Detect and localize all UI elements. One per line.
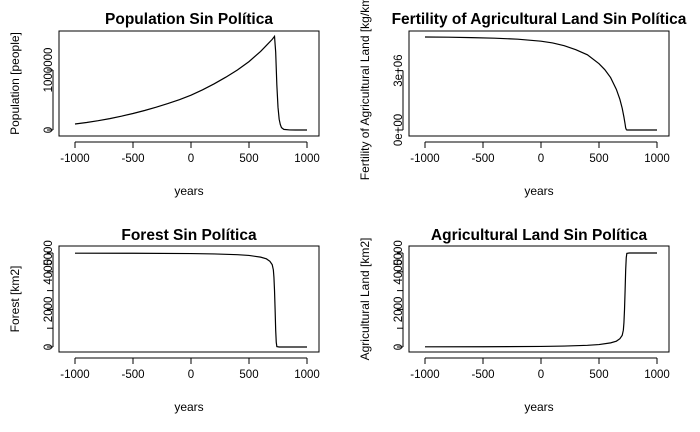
y-axis: 0e+00 3e+06 Fertility of Agricultural Land… bbox=[358, 0, 405, 180]
x-tick-label: -500 bbox=[121, 153, 144, 165]
chart-panel-4: Agricultural Land Sin Política -1000 -500 0… bbox=[358, 227, 670, 414]
x-tick-label: -500 bbox=[121, 369, 144, 381]
x-axis: -1000 -500 0 500 1000 years bbox=[60, 357, 320, 414]
chart-title: Forest Sin Política bbox=[121, 227, 257, 244]
chart-title: Population Sin Política bbox=[105, 11, 273, 28]
x-tick-label: -1000 bbox=[60, 153, 89, 165]
x-tick-label: 1000 bbox=[644, 369, 670, 381]
x-tick-label: 1000 bbox=[644, 153, 670, 165]
y-tick-label: 5000 bbox=[393, 240, 405, 266]
x-tick-label: 500 bbox=[239, 153, 258, 165]
x-tick-label: 0 bbox=[188, 153, 194, 165]
series-line bbox=[424, 36, 657, 131]
x-tick-label: 0 bbox=[538, 369, 544, 381]
x-tick-label: -1000 bbox=[410, 369, 439, 381]
x-tick-label: -500 bbox=[471, 153, 494, 165]
chart-title: Fertility of Agricultural Land Sin Polít… bbox=[392, 11, 687, 28]
y-axis-label: Forest [km2] bbox=[8, 266, 22, 333]
chart-title: Agricultural Land Sin Política bbox=[431, 227, 648, 244]
y-tick-label: 2000 bbox=[393, 297, 405, 323]
x-axis-label: years bbox=[174, 184, 203, 198]
y-tick-label: 0 bbox=[43, 344, 55, 350]
x-tick-label: -1000 bbox=[60, 369, 89, 381]
x-tick-label: 0 bbox=[538, 153, 544, 165]
y-tick-label: 0e+00 bbox=[393, 114, 405, 146]
y-axis-label: Population [people] bbox=[8, 32, 22, 135]
y-axis: 0 1000000 Population [people] bbox=[8, 32, 55, 135]
y-tick-label: 0 bbox=[393, 344, 405, 350]
chart-panel-3: Forest Sin Política -1000 -500 0 500 1000 year… bbox=[8, 227, 320, 414]
x-axis-label: years bbox=[524, 400, 553, 414]
x-axis-label: years bbox=[524, 184, 553, 198]
x-tick-label: 1000 bbox=[294, 369, 320, 381]
x-tick-label: 500 bbox=[239, 369, 258, 381]
x-axis-label: years bbox=[174, 400, 203, 414]
y-axis-label: Agricultural Land [km2] bbox=[358, 238, 372, 361]
plot-frame bbox=[408, 245, 670, 353]
x-axis: -1000 -500 0 500 1000 years bbox=[410, 141, 670, 198]
x-axis: -1000 -500 0 500 1000 years bbox=[60, 141, 320, 198]
plot-frame bbox=[58, 30, 320, 137]
y-tick-label: 4000 bbox=[43, 259, 55, 285]
y-tick-label: 4000 bbox=[393, 259, 405, 285]
y-tick-label: 2000 bbox=[43, 297, 55, 323]
chart-panel-2: Fertility of Agricultural Land Sin Polít… bbox=[358, 0, 687, 198]
y-tick-label: 5000 bbox=[43, 240, 55, 266]
plot-frame bbox=[408, 30, 670, 137]
y-tick-label: 3e+06 bbox=[393, 54, 405, 86]
plot-frame bbox=[58, 245, 320, 353]
x-tick-label: 500 bbox=[589, 153, 608, 165]
x-tick-label: 500 bbox=[589, 369, 608, 381]
chart-panel-1: Population Sin Política -1000 -500 0 500 1000… bbox=[8, 11, 320, 198]
y-axis-label: Fertility of Agricultural Land [kg/km2] bbox=[358, 0, 372, 180]
series-line bbox=[74, 34, 307, 131]
x-tick-label: -1000 bbox=[410, 153, 439, 165]
x-tick-label: -500 bbox=[471, 369, 494, 381]
y-tick-label: 0 bbox=[43, 127, 55, 133]
y-tick-label: 1000000 bbox=[43, 48, 55, 93]
x-axis: -1000 -500 0 500 1000 years bbox=[410, 357, 670, 414]
series-line bbox=[74, 252, 307, 348]
series-line bbox=[424, 252, 657, 348]
x-tick-label: 0 bbox=[188, 369, 194, 381]
x-tick-label: 1000 bbox=[294, 153, 320, 165]
